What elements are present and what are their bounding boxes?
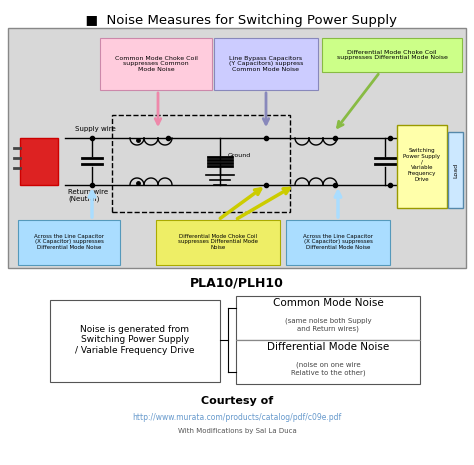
Text: Return wire
(Neutral): Return wire (Neutral) <box>68 189 108 202</box>
Bar <box>236 296 420 340</box>
Text: Differential Mode Choke Coil
suppresses Differential Mode Noise: Differential Mode Choke Coil suppresses … <box>337 50 447 60</box>
Text: http://www.murata.com/products/catalog/pdf/c09e.pdf: http://www.murata.com/products/catalog/p… <box>132 413 342 422</box>
Bar <box>50 300 220 382</box>
Text: ■  Noise Measures for Switching Power Supply: ■ Noise Measures for Switching Power Sup… <box>77 14 397 27</box>
Bar <box>448 132 463 208</box>
Bar <box>18 220 120 265</box>
Text: Differential Mode Noise: Differential Mode Noise <box>267 342 389 352</box>
Bar <box>112 115 290 212</box>
Text: Line Bypass Capacitors
(Y Capacitors) suppress
Common Mode Noise: Line Bypass Capacitors (Y Capacitors) su… <box>229 56 303 72</box>
Text: Differential Mode Choke Coil
suppresses Differential Mode
Noise: Differential Mode Choke Coil suppresses … <box>178 234 258 250</box>
Bar <box>20 138 58 185</box>
Text: Across the Line Capacitor
(X Capacitor) suppresses
Differential Mode Noise: Across the Line Capacitor (X Capacitor) … <box>34 234 104 250</box>
Bar <box>236 340 420 384</box>
Text: Load: Load <box>453 162 458 178</box>
Text: PLA10/PLH10: PLA10/PLH10 <box>190 276 284 289</box>
Bar <box>397 125 447 208</box>
Text: Ground: Ground <box>228 153 251 158</box>
Bar <box>8 28 466 268</box>
Text: Across the Line Capacitor
(X Capacitor) suppresses
Differential Mode Noise: Across the Line Capacitor (X Capacitor) … <box>303 234 373 250</box>
Text: (noise on one wire
Relative to the other): (noise on one wire Relative to the other… <box>291 362 365 376</box>
Bar <box>322 38 462 72</box>
Text: Noise is generated from
Switching Power Supply
/ Variable Frequency Drive: Noise is generated from Switching Power … <box>75 325 195 355</box>
Bar <box>214 38 318 90</box>
Text: Courtesy of: Courtesy of <box>201 396 273 406</box>
Text: With Modifications by Sal La Duca: With Modifications by Sal La Duca <box>178 428 296 434</box>
Text: (same noise both Supply
and Return wires): (same noise both Supply and Return wires… <box>285 318 371 332</box>
Text: Common Mode Choke Coil
suppresses Common
Mode Noise: Common Mode Choke Coil suppresses Common… <box>115 56 198 72</box>
Bar <box>286 220 390 265</box>
Bar <box>100 38 212 90</box>
Text: Common Mode Noise: Common Mode Noise <box>273 298 383 308</box>
Text: Supply wire: Supply wire <box>75 126 116 132</box>
Text: Switching
Power Supply
/
Variable
Frequency
Drive: Switching Power Supply / Variable Freque… <box>403 148 440 182</box>
Bar <box>156 220 280 265</box>
